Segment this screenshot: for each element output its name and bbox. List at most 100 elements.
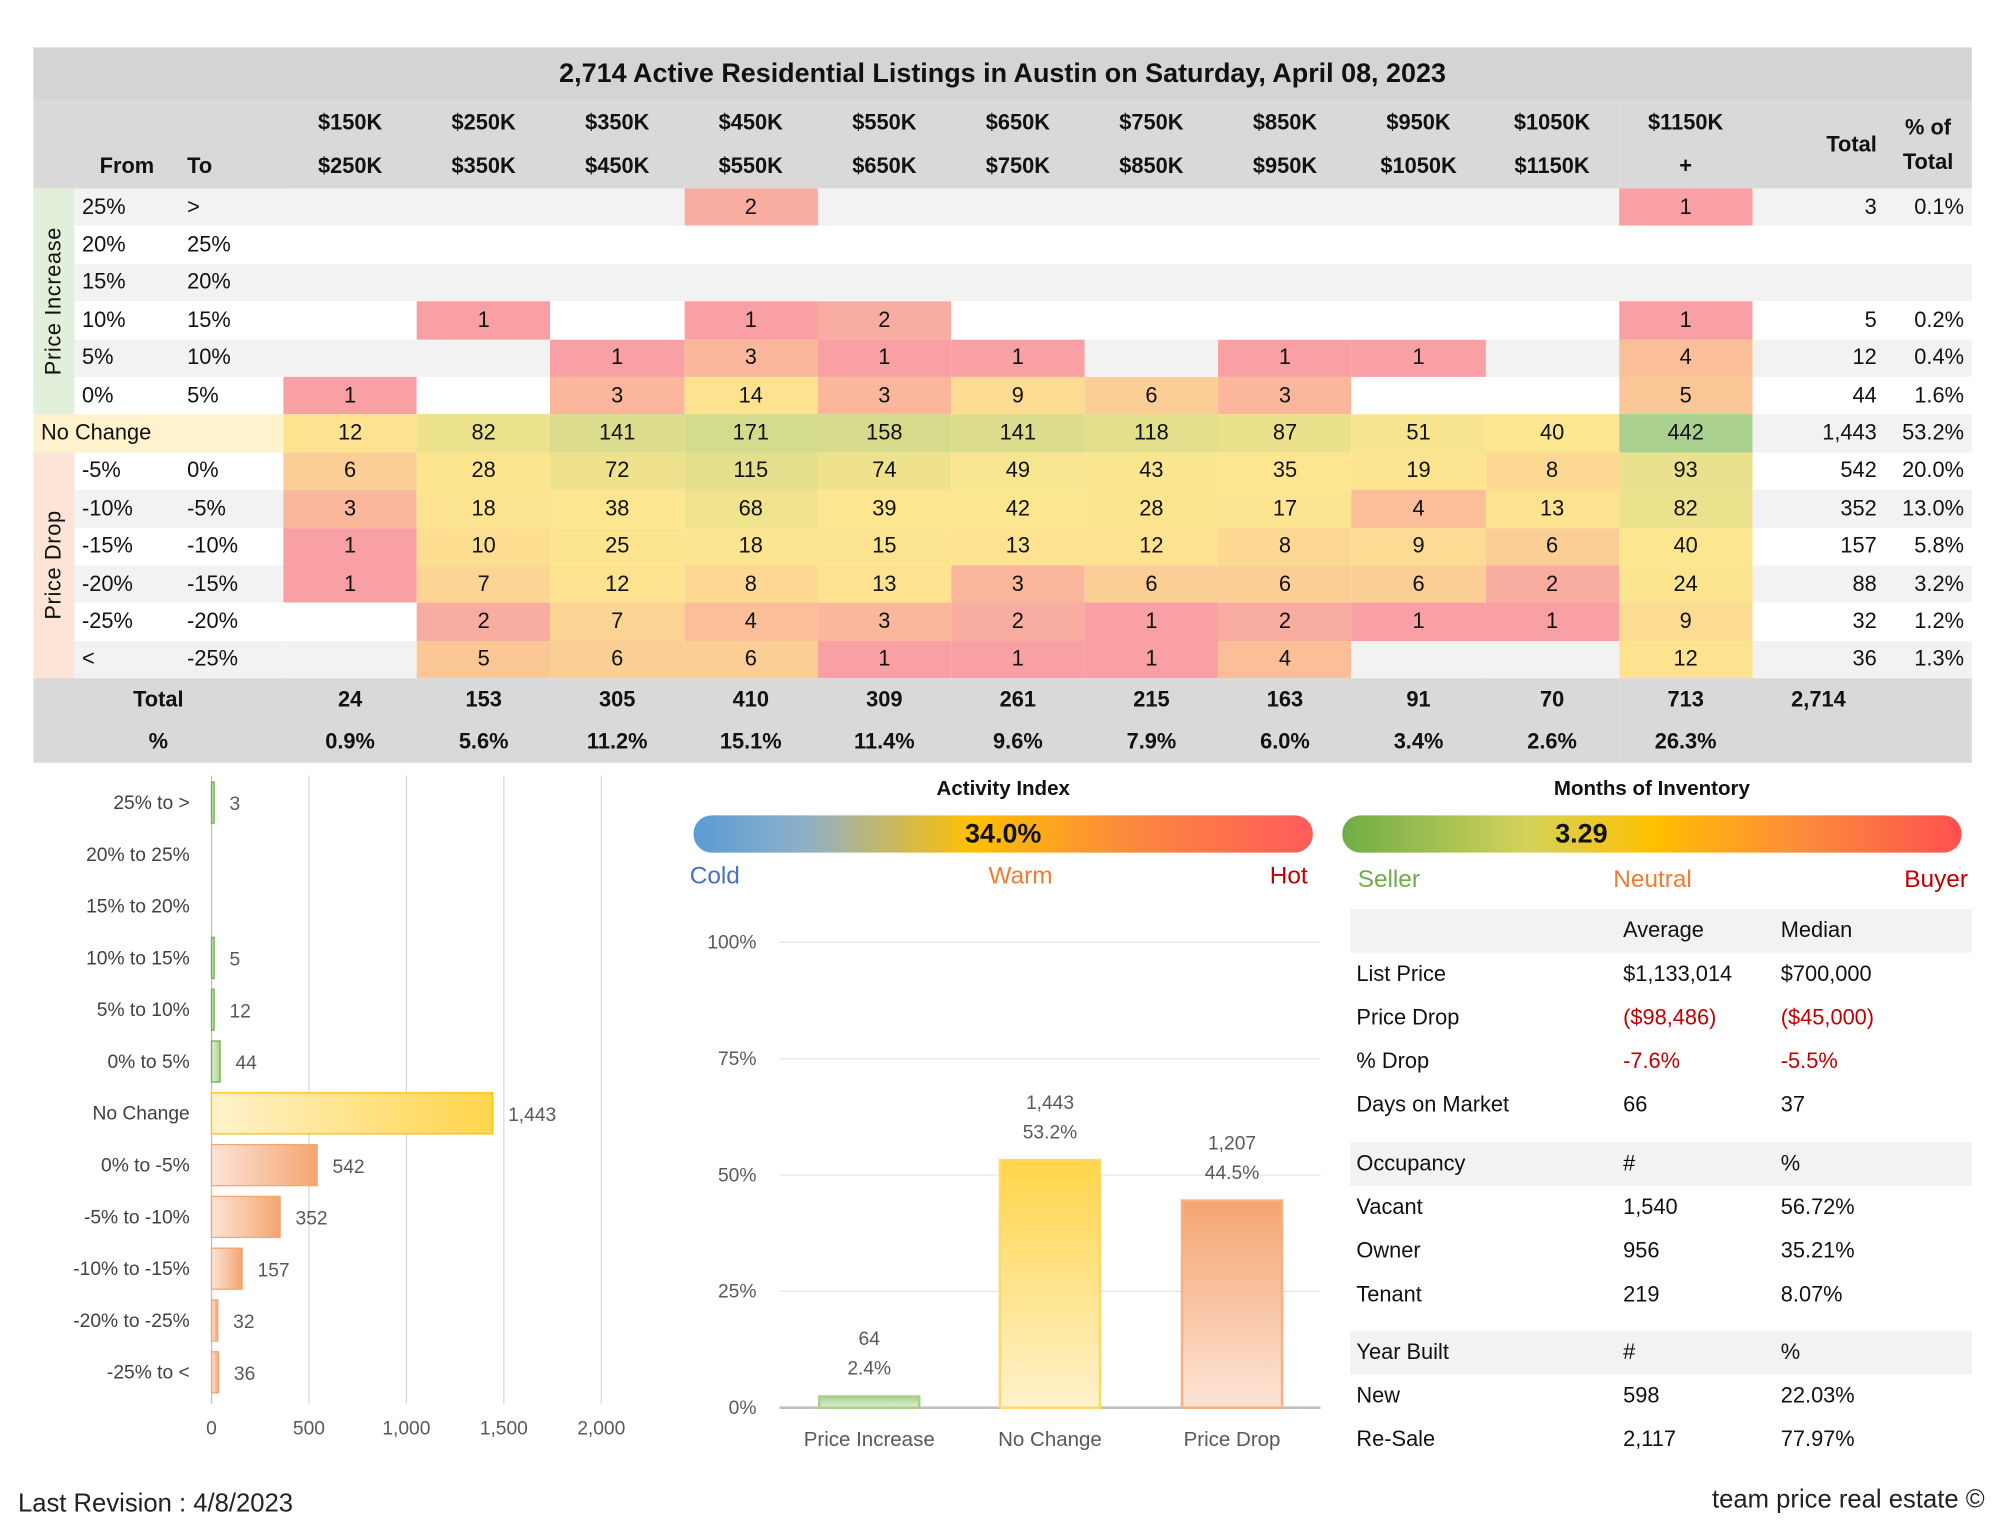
heatmap-cell: 3 <box>817 602 952 641</box>
activity-index-title: Activity Index <box>936 778 1070 800</box>
last-revision: Last Revision : 4/8/2023 <box>17 1489 294 1518</box>
heatmap-cell <box>550 263 684 302</box>
months-inventory-gauge: 3.29 <box>1342 815 1962 853</box>
warm-label: Warm <box>988 862 1053 890</box>
column-pct: 11.4% <box>817 720 952 763</box>
heatmap-cell: 28 <box>1084 489 1219 528</box>
heatmap-cell: 1 <box>683 301 818 340</box>
price-row: % Drop -7.6% -5.5% <box>1350 1040 1972 1084</box>
from-value: -10% <box>74 489 180 528</box>
to-value: -15% <box>179 565 284 603</box>
heatmap-cell <box>416 188 551 227</box>
from-value: -20% <box>74 565 180 603</box>
heatmap-cell: 6 <box>1084 565 1219 603</box>
heatmap-cell: 9 <box>951 376 1085 415</box>
heatmap-cell: 4 <box>1351 489 1486 528</box>
heatmap-cell: 8 <box>1218 527 1352 566</box>
from-value: -25% <box>74 602 180 641</box>
x-tick-label: 1,500 <box>480 1419 528 1440</box>
heatmap-cell: 6 <box>1351 565 1486 603</box>
stats-cell: 219 <box>1623 1282 1660 1307</box>
heatmap-cell: 93 <box>1618 452 1753 490</box>
heatmap-cell <box>1084 263 1219 302</box>
price-from-header: $350K <box>550 101 684 145</box>
row-pct <box>1884 226 1972 264</box>
row-pct: 1.2% <box>1884 602 1972 641</box>
stats-cell: # <box>1623 1339 1636 1365</box>
from-value: -15% <box>74 527 180 566</box>
category-label: -5% to -10% <box>84 1207 190 1228</box>
column-pct: 26.3% <box>1618 720 1753 763</box>
heatmap-cell: 4 <box>1218 640 1352 679</box>
heatmap-cell: 141 <box>951 414 1085 453</box>
heatmap-cell <box>1485 376 1619 415</box>
heatmap-cell: 82 <box>416 414 551 453</box>
heatmap-cell: 12 <box>283 414 417 453</box>
heatmap-cell: 14 <box>683 376 818 415</box>
column-total: 24 <box>283 678 417 721</box>
price-from-header: $950K <box>1351 101 1486 145</box>
heatmap-cell: 1 <box>817 339 952 377</box>
stats-cell: Median <box>1780 917 1853 943</box>
bar-value-label: 12 <box>229 1001 250 1022</box>
price-to-header: $350K <box>416 144 551 189</box>
row-total: 352 <box>1752 489 1885 528</box>
y-tick-label: 100% <box>707 933 756 954</box>
price-header-row: Average Median <box>1349 908 1972 953</box>
row-total: 44 <box>1752 376 1885 415</box>
heatmap-cell: 68 <box>683 489 818 528</box>
neutral-label: Neutral <box>1613 866 1692 894</box>
heatmap-cell <box>1084 339 1219 377</box>
column-pct-label: 53.2% <box>1023 1122 1077 1143</box>
stats-cell: Occupancy <box>1356 1151 1466 1176</box>
heatmap-cell <box>283 339 417 377</box>
heatmap-cell: 3 <box>550 376 684 415</box>
heatmap-cell: 1 <box>1351 602 1486 641</box>
heatmap-cell <box>951 188 1085 227</box>
buyer-label: Buyer <box>1904 866 1968 894</box>
column-bar <box>998 1158 1102 1409</box>
heatmap-cell: 2 <box>951 602 1085 641</box>
heatmap-cell: 4 <box>1618 339 1753 377</box>
pct-total-header: % of Total <box>1884 101 1972 189</box>
heatmap-cell <box>683 263 818 302</box>
row-pct: 20.0% <box>1884 452 1972 490</box>
heatmap-cell: 18 <box>416 489 551 528</box>
heatmap-cell <box>1351 226 1486 264</box>
bar <box>210 781 215 824</box>
row-total: 88 <box>1752 565 1885 603</box>
heatmap-cell <box>416 263 551 302</box>
stats-cell: Vacant <box>1356 1194 1423 1220</box>
heatmap-cell <box>1485 263 1619 302</box>
heatmap-cell: 9 <box>1618 602 1753 641</box>
from-value: -5% <box>74 452 180 490</box>
bar-value-label: 36 <box>234 1364 255 1385</box>
from-value: < <box>74 640 180 679</box>
to-value: 15% <box>179 301 284 340</box>
heatmap-cell: 24 <box>1618 565 1753 603</box>
heatmap-cell <box>550 226 684 264</box>
occupancy-row: Owner 956 35.21% <box>1350 1229 1972 1273</box>
stats-cell: 22.03% <box>1780 1383 1855 1408</box>
bar-value-label: 3 <box>229 794 240 815</box>
heatmap-cell: 158 <box>817 414 952 453</box>
heatmap-cell <box>951 301 1085 340</box>
y-tick-label: 75% <box>718 1049 756 1070</box>
column-count-label: 64 <box>859 1329 881 1350</box>
price-to-header: $450K <box>550 144 684 189</box>
x-tick-label: 2,000 <box>577 1419 625 1440</box>
column-pct-label: 2.4% <box>847 1359 891 1380</box>
heatmap-cell: 7 <box>550 602 684 641</box>
price-from-header: $550K <box>817 101 952 145</box>
heatmap-cell: 18 <box>683 527 818 566</box>
heatmap-cell <box>1084 188 1219 227</box>
category-label: 10% to 15% <box>86 948 190 969</box>
heatmap-cell: 3 <box>817 376 952 415</box>
category-label: No Change <box>93 1104 190 1125</box>
column-pct-label: 44.5% <box>1205 1163 1260 1184</box>
column-bar <box>817 1395 921 1409</box>
stats-cell: 1,540 <box>1623 1194 1678 1220</box>
row-total: 36 <box>1752 640 1885 679</box>
to-value: -5% <box>179 489 284 528</box>
category-label: -20% to -25% <box>73 1311 189 1332</box>
